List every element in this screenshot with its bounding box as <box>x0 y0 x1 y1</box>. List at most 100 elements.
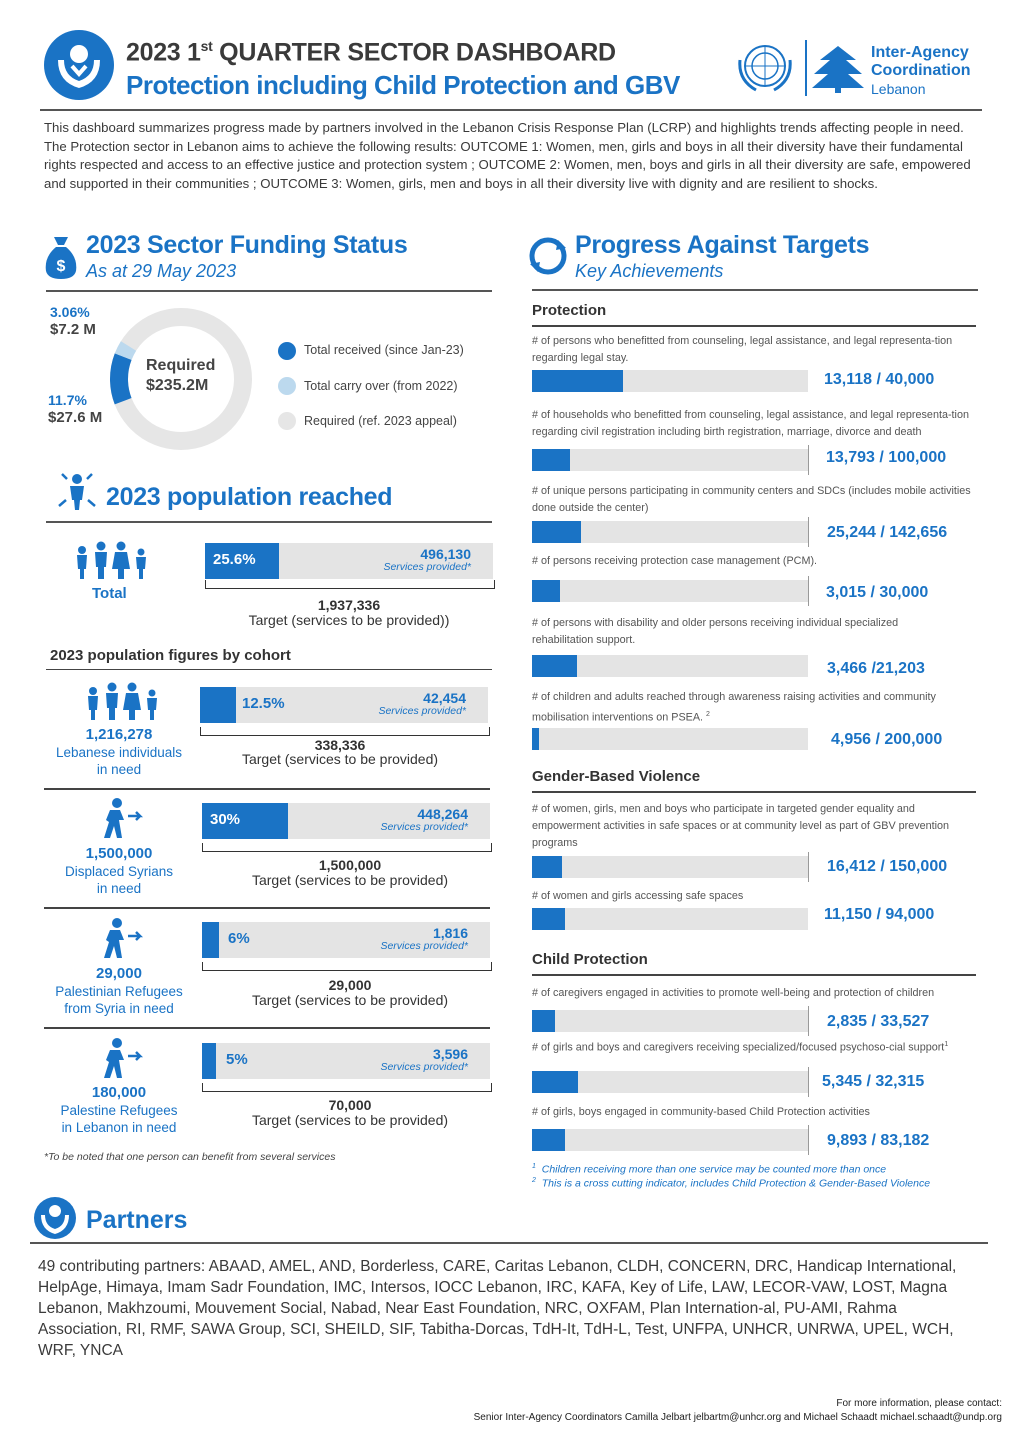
indicator-pcm-value: 3,015 / 30,000 <box>826 584 929 601</box>
indicator-psychosocial-value: 5,345 / 32,315 <box>822 1073 925 1090</box>
indicator-legal-stay-fill <box>532 370 623 392</box>
indicator-community-centers-value: 25,244 / 142,656 <box>827 524 948 541</box>
indicator-caregivers-tick <box>808 1006 809 1036</box>
contact-line1: For more information, please contact: <box>836 1398 1002 1409</box>
cohort-syrians-bar: 30% 448,264 Services provided* <box>202 803 490 839</box>
indicator-disability-text: # of persons with disability and older p… <box>532 617 899 646</box>
group-cp-title: Child Protection <box>532 951 648 968</box>
progress-rule <box>532 289 978 291</box>
cohort-prl-num: 180,000 <box>91 1084 147 1101</box>
prl-person-icon <box>98 1038 146 1085</box>
cohort-lebanese-bracket <box>200 727 490 736</box>
total-target-label: Target (services to be provided)) <box>248 612 450 628</box>
cohort-lebanese-bar: 12.5% 42,454 Services provided* <box>200 687 488 723</box>
indicator-civil-reg-bar <box>532 445 809 475</box>
indicator-disability-fill <box>532 655 577 677</box>
prs-person-icon <box>98 918 146 965</box>
cohort-syrians-target-label: Target (services to be provided) <box>251 872 449 888</box>
cohort-syrians-label2: in need <box>96 881 142 896</box>
lebanese-family-icon <box>82 682 164 727</box>
indicator-civil-reg-fill <box>532 449 571 471</box>
cohort-lebanese-num: 1,216,278 <box>85 726 153 743</box>
cohort-prs-bracket <box>202 962 492 971</box>
footnote-2: 2 This is a cross cutting indicator, inc… <box>532 1177 931 1190</box>
cohort-prl-label1: Palestine Refugees <box>60 1103 178 1118</box>
cohort-syrians-num: 1,500,000 <box>85 845 153 862</box>
total-target: 1,937,336 <box>317 597 381 613</box>
total-value: 496,130 <box>420 546 471 562</box>
cohort-prl-fill <box>202 1043 217 1079</box>
dashboard-title: 2023 1st QUARTER SECTOR DASHBOARD <box>126 38 616 67</box>
indicator-community-cp-fill <box>532 1129 565 1151</box>
partners-list: 49 contributing partners: ABAAD, AMEL, A… <box>38 1258 957 1359</box>
indicator-community-cp-tick <box>808 1125 809 1155</box>
indicator-legal-stay-text: # of persons who benefitted from counsel… <box>532 335 953 364</box>
total-progress-fill <box>205 543 279 579</box>
received-pct: 11.7% <box>48 392 87 408</box>
indicator-community-cp-text: # of girls, boys engaged in community-ba… <box>532 1106 870 1118</box>
partners-rule <box>30 1242 988 1244</box>
indicator-disability-bar <box>532 655 808 677</box>
cohort-prs-label2: from Syria in need <box>64 1001 174 1016</box>
carry-amount: $7.2 M <box>50 321 96 338</box>
indicator-psea-fill <box>532 728 539 750</box>
indicator-psea-value: 4,956 / 200,000 <box>831 731 943 748</box>
cohort-syrians-target: 1,500,000 <box>318 857 382 873</box>
cohort-prs-value-sub: Services provided* <box>380 940 468 952</box>
population-note: *To be noted that one person can benefit… <box>44 1151 336 1163</box>
cohort-lebanese-label2: in need <box>96 762 142 777</box>
progress-cycle-icon <box>528 236 568 281</box>
group-gbv-title: Gender-Based Violence <box>532 768 701 785</box>
indicator-civil-reg-value: 13,793 / 100,000 <box>826 449 947 466</box>
indicator-pcm-tick <box>808 576 809 606</box>
indicator-legal-stay-bar <box>532 370 808 392</box>
cohort-prs-num: 29,000 <box>96 965 142 982</box>
indicator-community-cp-value: 9,893 / 83,182 <box>827 1132 930 1149</box>
indicator-gender-equality-value: 16,412 / 150,000 <box>827 858 948 875</box>
required-amount: $235.2M <box>146 377 209 394</box>
indicator-psychosocial-bar <box>532 1067 809 1097</box>
indicator-community-centers-text: # of unique persons participating in com… <box>532 485 971 514</box>
partners-title: Partners <box>86 1206 188 1234</box>
cohort-syrians-value: 448,264 <box>417 806 468 822</box>
population-title: 2023 population reached <box>106 483 393 511</box>
cohort-prl-bracket <box>202 1083 492 1092</box>
contact-line2: Senior Inter-Agency Coordinators Camilla… <box>473 1412 1002 1423</box>
indicator-legal-stay-value: 13,118 / 40,000 <box>824 371 935 388</box>
indicator-caregivers-text: # of caregivers engaged in activities to… <box>532 987 935 999</box>
indicator-community-centers-tick <box>808 517 809 547</box>
funding-rule <box>46 290 492 292</box>
indicator-psychosocial-tick <box>808 1067 809 1097</box>
group-protection-title: Protection <box>532 302 607 319</box>
indicator-gender-equality-bar <box>532 852 809 882</box>
total-progress-bar: 25.6% 496,130 Services provided* <box>205 543 493 579</box>
legend-received-dot <box>278 342 296 360</box>
carry-pct: 3.06% <box>50 304 90 320</box>
un-emblem-icon <box>732 40 798 101</box>
cohort-rule <box>46 669 492 670</box>
indicator-pcm-fill <box>532 580 560 602</box>
cohort-syrians-pct: 30% <box>210 811 241 828</box>
cohort-syrians-bracket <box>202 843 492 852</box>
total-value-sub: Services provided* <box>383 561 471 573</box>
legend-carry: Total carry over (from 2022) <box>304 379 458 393</box>
cohort-prs-value: 1,816 <box>432 925 468 941</box>
funding-subtitle: As at 29 May 2023 <box>86 261 237 281</box>
funding-donut-chart <box>110 308 252 450</box>
total-bracket <box>205 580 495 589</box>
partners-logo-icon <box>33 1196 77 1245</box>
legend-required: Required (ref. 2023 appeal) <box>304 414 457 428</box>
cohort-lebanese-target: 338,336 <box>314 737 366 753</box>
cohort-syrians-fill <box>202 803 289 839</box>
group-gbv-rule <box>532 791 976 793</box>
indicator-psea-bar <box>532 728 808 750</box>
cohort-divider-1 <box>44 788 490 790</box>
group-protection-rule <box>532 325 976 327</box>
cohort-divider-2 <box>44 907 490 909</box>
cohort-prs-bar: 6% 1,816 Services provided* <box>202 922 490 958</box>
indicator-psychosocial-fill <box>532 1071 578 1093</box>
people-reached-icon <box>56 470 98 517</box>
legend-required-dot <box>278 412 296 430</box>
progress-subtitle: Key Achievements <box>575 261 724 281</box>
indicator-disability-value: 3,466 /21,203 <box>827 660 925 677</box>
